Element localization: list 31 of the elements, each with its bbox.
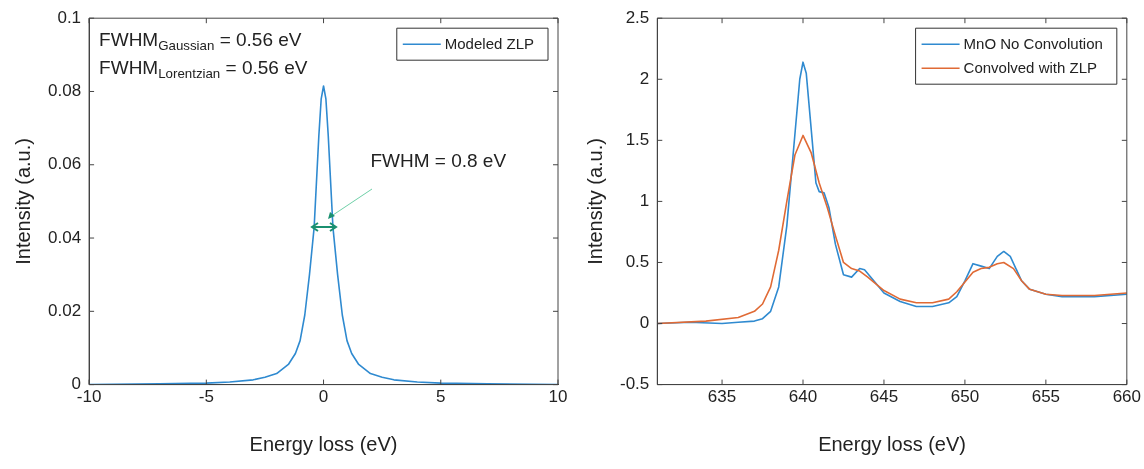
- y-tick-label: -0.5: [620, 374, 650, 394]
- x-axis-title: Energy loss (eV): [249, 432, 398, 455]
- y-tick-label: 2.5: [625, 7, 650, 27]
- y-axis-title: Intensity (a.u.): [11, 138, 34, 265]
- x-tick-label: -5: [198, 387, 214, 407]
- y-tick-label: 1: [639, 191, 650, 211]
- y-tick-label: 0.5: [625, 252, 650, 272]
- x-axis-title: Energy loss (eV): [818, 432, 966, 455]
- annotation: FWHM = 0.8 eV: [370, 149, 507, 171]
- x-tick-label: 660: [1112, 387, 1142, 407]
- y-tick-label: 0.02: [47, 301, 82, 321]
- x-tick-label: 10: [548, 387, 568, 407]
- y-tick-label: 2: [639, 68, 650, 88]
- y-tick-label: 0.04: [47, 227, 82, 247]
- x-tick-label: 5: [436, 387, 446, 407]
- legend-label: Convolved with ZLP: [963, 59, 1097, 77]
- y-tick-label: 0.08: [47, 81, 82, 101]
- legend-label: MnO No Convolution: [963, 35, 1103, 53]
- y-tick-label: 1.5: [625, 130, 650, 150]
- x-tick-label: 635: [707, 387, 737, 407]
- y-tick-label: 0: [71, 374, 82, 394]
- legend-label: Modeled ZLP: [444, 35, 534, 53]
- x-tick-label: 0: [318, 387, 329, 407]
- x-tick-label: 655: [1031, 387, 1061, 407]
- y-axis-title: Intensity (a.u.): [583, 138, 606, 265]
- x-tick-label: 645: [869, 387, 899, 407]
- x-tick-label: 650: [950, 387, 980, 407]
- x-tick-label: 640: [788, 387, 818, 407]
- y-tick-label: 0.1: [57, 7, 82, 27]
- y-tick-label: 0.06: [47, 154, 82, 174]
- y-tick-label: 0: [639, 313, 650, 333]
